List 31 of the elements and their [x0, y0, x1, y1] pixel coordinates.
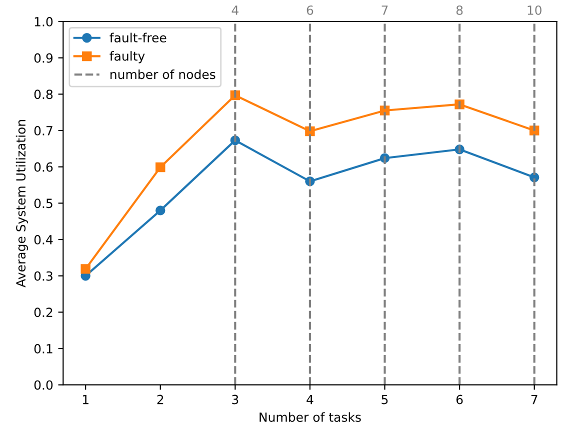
- y-tick-label: 0.5: [34, 198, 52, 208]
- x-axis-title: Number of tasks: [260, 412, 361, 422]
- annotation: 10: [528, 5, 542, 15]
- annotation: 4: [232, 6, 238, 15]
- y-tick-label: 0.1: [34, 344, 52, 354]
- point: [156, 206, 166, 216]
- annotation: 8: [456, 5, 463, 15]
- y-tick-label: 1.0: [34, 16, 53, 26]
- x-tick-label: 3: [232, 394, 238, 404]
- y-tick-label: 0.7: [34, 126, 52, 136]
- annotation: 6: [306, 5, 314, 15]
- y-tick-label: 0.0: [34, 380, 53, 390]
- x-tick-label: 2: [157, 394, 164, 404]
- y-tick-label: 0.4: [34, 234, 53, 244]
- x-tick-label: 1: [82, 394, 88, 404]
- legend-label: faulty: [110, 51, 145, 64]
- legend-label: fault-free: [110, 32, 166, 42]
- annotation: 7: [382, 6, 388, 15]
- y-tick-label: 0.8: [34, 90, 53, 100]
- x-tick-label: 6: [456, 394, 463, 404]
- point: [156, 162, 166, 172]
- x-tick-label: 7: [531, 394, 538, 404]
- y-tick-label: 0.6: [34, 162, 53, 172]
- y-axis-title: Average System Utilization: [16, 120, 28, 288]
- y-tick-label: 0.2: [34, 308, 52, 318]
- y-tick-label: 0.3: [34, 271, 52, 281]
- y-tick-label: 0.9: [34, 53, 53, 63]
- x-tick-label: 5: [382, 394, 388, 404]
- annotation: number of nodes: [110, 69, 216, 80]
- point: [80, 264, 90, 274]
- x-tick-label: 4: [306, 394, 314, 404]
